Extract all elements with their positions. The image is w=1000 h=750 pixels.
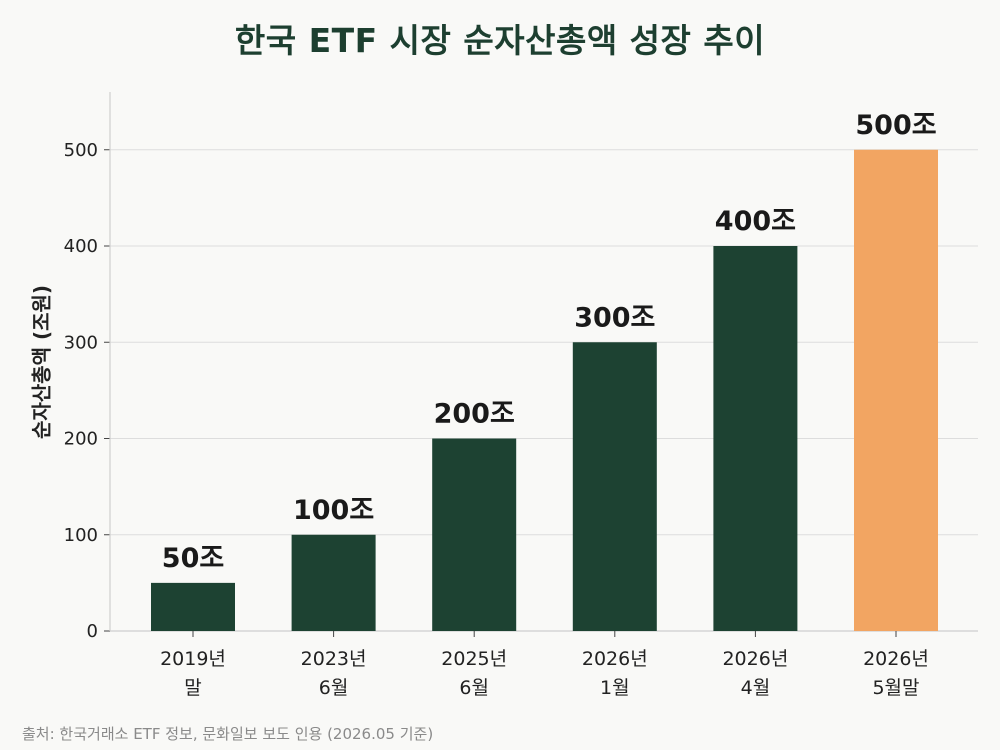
- bar-value-label: 200조: [434, 399, 515, 430]
- bar: [713, 246, 798, 631]
- x-tick-label: 1월: [600, 677, 630, 699]
- x-tick-label: 2026년: [722, 648, 788, 670]
- x-tick-label: 5월말: [872, 677, 919, 699]
- y-tick-label: 100: [64, 525, 98, 546]
- x-tick-label: 6월: [319, 677, 349, 699]
- x-tick-label: 2026년: [582, 648, 648, 670]
- bar-value-label: 100조: [293, 495, 374, 526]
- bar: [572, 342, 657, 631]
- chart-title: 한국 ETF 시장 순자산총액 성장 추이: [234, 21, 766, 60]
- y-tick-label: 400: [64, 236, 98, 257]
- y-tick-label: 0: [87, 621, 98, 642]
- x-tick-label: 2019년: [160, 648, 226, 670]
- bar: [854, 149, 938, 631]
- y-tick-label: 300: [64, 332, 98, 353]
- bar-value-label: 400조: [715, 206, 796, 237]
- bar-value-label: 500조: [855, 110, 936, 141]
- source-note: 출처: 한국거래소 ETF 정보, 문화일보 보도 인용 (2026.05 기준…: [22, 725, 434, 743]
- x-tick-label: 2023년: [301, 648, 367, 670]
- x-tick-label: 2025년: [441, 648, 507, 670]
- y-tick-label: 200: [64, 429, 98, 450]
- bar: [432, 438, 517, 631]
- bar-value-label: 50조: [162, 543, 224, 574]
- x-tick-label: 2026년: [863, 648, 929, 670]
- x-tick-label: 말: [184, 677, 201, 699]
- y-tick-label: 500: [64, 140, 98, 161]
- bar: [291, 534, 376, 631]
- bar-value-label: 300조: [574, 302, 655, 333]
- bar: [151, 582, 235, 631]
- x-tick-label: 4월: [741, 677, 771, 699]
- x-tick-label: 6월: [459, 677, 489, 699]
